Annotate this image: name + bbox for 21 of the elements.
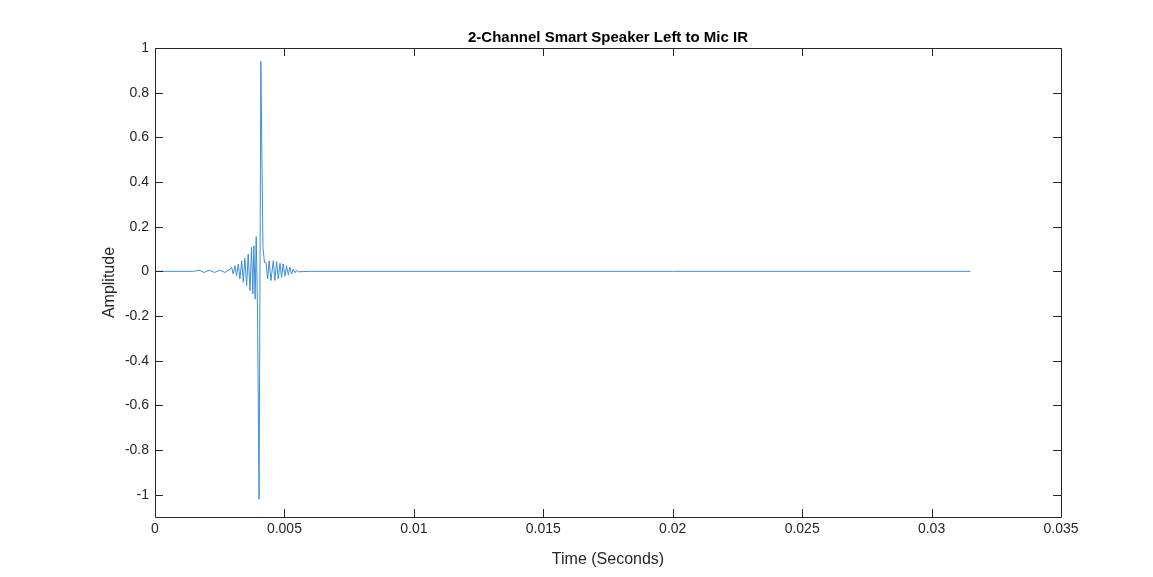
y-tick-label: 0.8	[129, 83, 150, 100]
y-axis-title: Amplitude	[100, 246, 118, 319]
x-tick-label: 0.025	[784, 520, 820, 537]
y-tick-label: -0.4	[124, 351, 150, 368]
x-tick-label: 0.01	[400, 520, 428, 537]
x-tick-label: 0.035	[1043, 520, 1079, 537]
y-tick-label: 0.4	[129, 172, 150, 189]
x-tick-label: 0.02	[659, 520, 687, 537]
y-tick-label: 0	[141, 262, 150, 279]
x-axis-title: Time (Seconds)	[551, 549, 665, 567]
y-tick-label: 1	[141, 38, 150, 55]
y-tick-label: 0.2	[129, 217, 150, 234]
y-tick-label: -0.6	[124, 396, 150, 413]
y-tick-label: -0.8	[124, 440, 150, 457]
y-tick-label: -0.2	[124, 306, 150, 323]
x-tick-label: 0.03	[917, 520, 946, 537]
chart-title: 2-Channel Smart Speaker Left to Mic IR	[467, 27, 749, 45]
x-tick-label: 0.015	[525, 520, 562, 537]
y-tick-label: 0.6	[129, 128, 150, 145]
x-tick-label: 0.005	[266, 520, 303, 537]
y-tick-label: -1	[136, 485, 150, 502]
